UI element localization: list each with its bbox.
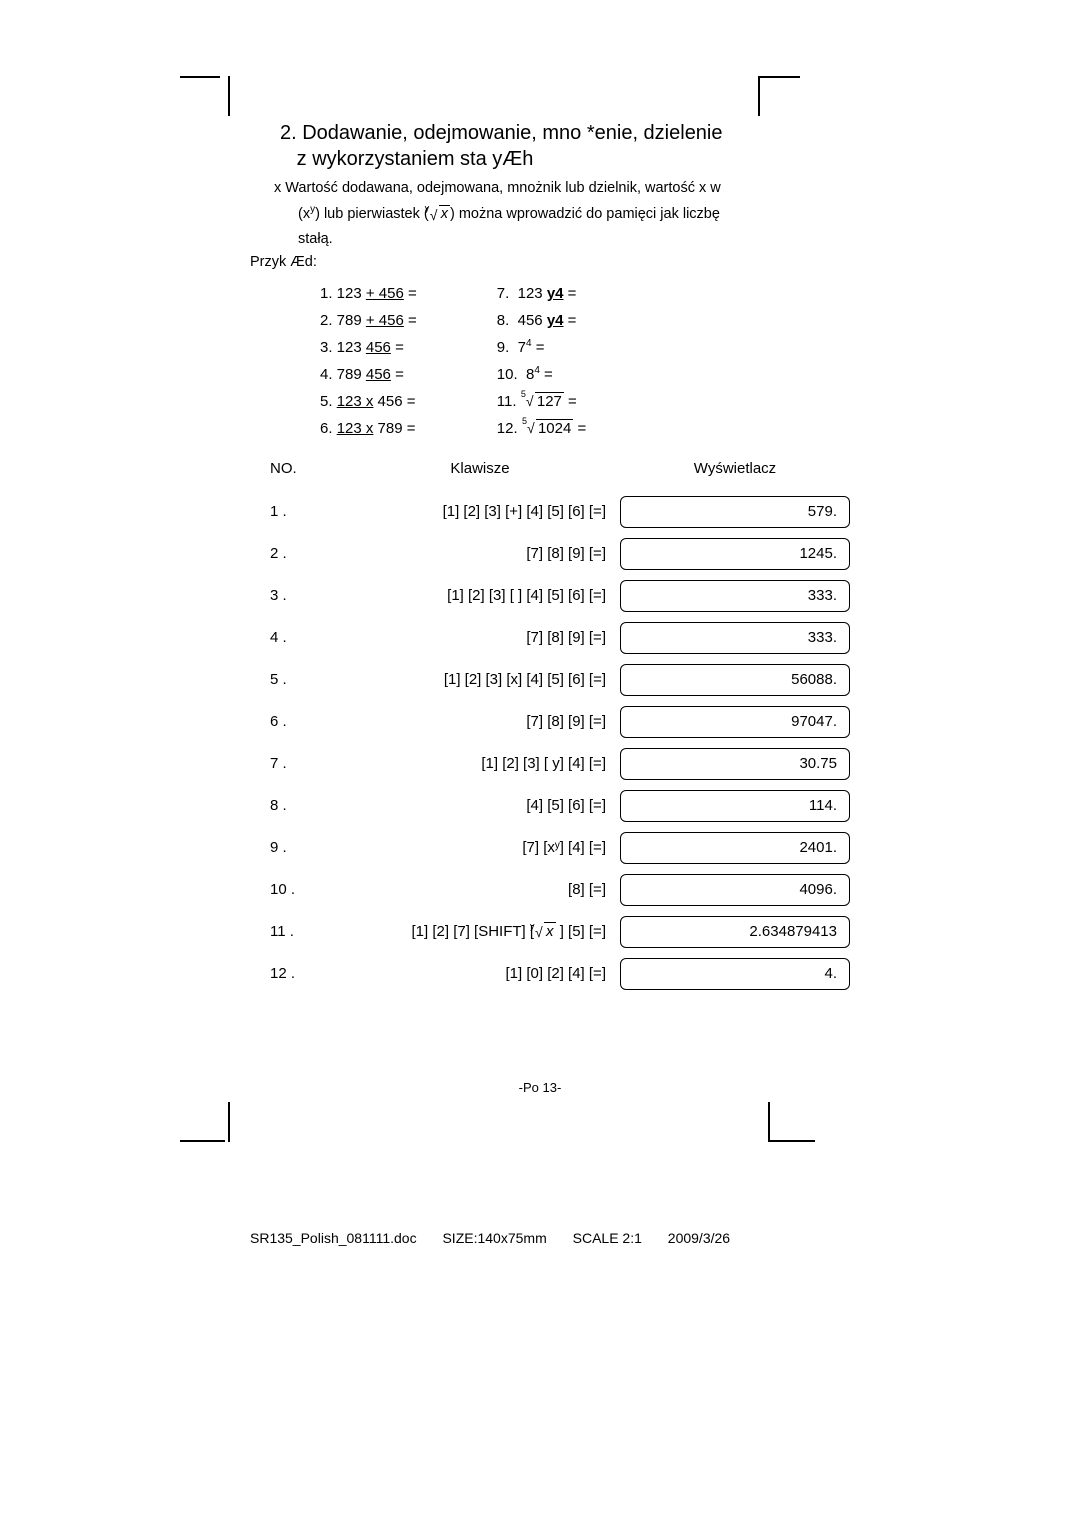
table-row: 2 .[7] [8] [9] [=]1245. — [270, 533, 850, 575]
row-no: 4 . — [270, 629, 340, 646]
table-row: 10 .[8] [=]4096. — [270, 869, 850, 911]
root-symbol: y√x — [429, 204, 450, 225]
text: ) można wprowadzić do pamięci jak liczbę — [450, 206, 720, 222]
example-row: 5. 123 x 456 = — [320, 388, 417, 415]
example-row: 8. 456 y4 = — [497, 307, 587, 334]
example-row: 9. 74 = — [497, 334, 587, 361]
table-row: 8 .[4] [5] [6] [=]114. — [270, 785, 850, 827]
row-display: 97047. — [620, 706, 850, 738]
row-display: 4. — [620, 958, 850, 990]
examples-block: 1. 123 + 456 =2. 789 + 456 =3. 123 456 =… — [270, 280, 850, 442]
row-keys: [1] [0] [2] [4] [=] — [340, 965, 620, 982]
table-row: 11 .[1] [2] [7] [SHIFT] [y√x ] [5] [=]2.… — [270, 911, 850, 953]
row-display: 2401. — [620, 832, 850, 864]
section-title: 2. Dodawanie, odejmowanie, mno *enie, dz… — [270, 120, 850, 172]
crop-mark — [180, 76, 220, 78]
table-row: 3 .[1] [2] [3] [ ] [4] [5] [6] [=]333. — [270, 575, 850, 617]
example-row: 7. 123 y4 = — [497, 280, 587, 307]
examples-right-col: 7. 123 y4 =8. 456 y4 =9. 74 =10. 84 =11.… — [497, 280, 587, 442]
footer-date: 2009/3/26 — [668, 1230, 730, 1246]
table-row: 4 .[7] [8] [9] [=]333. — [270, 617, 850, 659]
example-row: 10. 84 = — [497, 361, 587, 388]
crop-mark — [760, 76, 800, 78]
example-label: Przyk Æd: — [250, 254, 850, 270]
operations-table: NO. Klawisze Wyświetlacz 1 .[1] [2] [3] … — [270, 460, 850, 995]
crop-mark — [770, 1140, 815, 1142]
row-display: 1245. — [620, 538, 850, 570]
footer-file: SR135_Polish_081111.doc — [250, 1230, 417, 1246]
table-header: NO. Klawisze Wyświetlacz — [270, 460, 850, 477]
title-line1: 2. Dodawanie, odejmowanie, mno *enie, dz… — [280, 122, 723, 144]
example-row: 3. 123 456 = — [320, 334, 417, 361]
example-row: 1. 123 + 456 = — [320, 280, 417, 307]
row-display: 4096. — [620, 874, 850, 906]
table-row: 6 .[7] [8] [9] [=]97047. — [270, 701, 850, 743]
row-keys: [7] [8] [9] [=] — [340, 629, 620, 646]
row-keys: [1] [2] [7] [SHIFT] [y√x ] [5] [=] — [340, 923, 620, 940]
row-no: 6 . — [270, 713, 340, 730]
row-keys: [1] [2] [3] [ ] [4] [5] [6] [=] — [340, 587, 620, 604]
table-row: 12 .[1] [0] [2] [4] [=]4. — [270, 953, 850, 995]
row-no: 5 . — [270, 671, 340, 688]
footer-size: SIZE:140x75mm — [442, 1230, 546, 1246]
crop-mark — [228, 76, 230, 116]
col-display: Wyświetlacz — [620, 460, 850, 477]
row-display: 2.634879413 — [620, 916, 850, 948]
table-row: 5 .[1] [2] [3] [x] [4] [5] [6] [=]56088. — [270, 659, 850, 701]
example-row: 2. 789 + 456 = — [320, 307, 417, 334]
row-no: 3 . — [270, 587, 340, 604]
row-display: 333. — [620, 622, 850, 654]
row-keys: [7] [8] [9] [=] — [340, 545, 620, 562]
note-line3: stałą. — [270, 229, 850, 250]
note-line2: (xy) lub pierwiastek (y√x) można wprowad… — [270, 203, 850, 225]
row-no: 8 . — [270, 797, 340, 814]
text: (x — [298, 206, 310, 222]
table-row: 7 .[1] [2] [3] [ y] [4] [=]30.75 — [270, 743, 850, 785]
row-no: 10 . — [270, 881, 340, 898]
footer-scale: SCALE 2:1 — [573, 1230, 642, 1246]
table-body: 1 .[1] [2] [3] [+] [4] [5] [6] [=]579.2 … — [270, 491, 850, 995]
row-keys: [1] [2] [3] [ y] [4] [=] — [340, 755, 620, 772]
crop-mark — [758, 76, 760, 116]
examples-left-col: 1. 123 + 456 =2. 789 + 456 =3. 123 456 =… — [320, 280, 417, 442]
page-content: 2. Dodawanie, odejmowanie, mno *enie, dz… — [270, 120, 850, 995]
row-no: 11 . — [270, 923, 340, 940]
col-no: NO. — [270, 460, 340, 477]
col-keys: Klawisze — [340, 460, 620, 477]
page-number: -Po 13- — [0, 1080, 1080, 1095]
example-row: 4. 789 456 = — [320, 361, 417, 388]
row-display: 579. — [620, 496, 850, 528]
crop-mark — [768, 1102, 770, 1142]
example-row: 11. 5√127 = — [497, 388, 587, 415]
example-row: 12. 5√1024 = — [497, 415, 587, 442]
table-row: 1 .[1] [2] [3] [+] [4] [5] [6] [=]579. — [270, 491, 850, 533]
row-keys: [8] [=] — [340, 881, 620, 898]
row-keys: [7] [8] [9] [=] — [340, 713, 620, 730]
row-display: 56088. — [620, 664, 850, 696]
row-display: 333. — [620, 580, 850, 612]
crop-mark — [180, 1140, 225, 1142]
footer: SR135_Polish_081111.doc SIZE:140x75mm SC… — [250, 1230, 752, 1246]
row-keys: [1] [2] [3] [+] [4] [5] [6] [=] — [340, 503, 620, 520]
note-line1: x Wartość dodawana, odejmowana, mnożnik … — [270, 178, 850, 199]
row-no: 9 . — [270, 839, 340, 856]
row-keys: [7] [xʸ] [4] [=] — [340, 839, 620, 856]
row-display: 114. — [620, 790, 850, 822]
row-no: 7 . — [270, 755, 340, 772]
row-keys: [4] [5] [6] [=] — [340, 797, 620, 814]
row-keys: [1] [2] [3] [x] [4] [5] [6] [=] — [340, 671, 620, 688]
row-no: 12 . — [270, 965, 340, 982]
text: ) lub pierwiastek ( — [315, 206, 429, 222]
crop-mark — [228, 1102, 230, 1142]
row-display: 30.75 — [620, 748, 850, 780]
title-line2: z wykorzystaniem sta yÆh — [297, 148, 534, 170]
example-row: 6. 123 x 789 = — [320, 415, 417, 442]
row-no: 2 . — [270, 545, 340, 562]
row-no: 1 . — [270, 503, 340, 520]
table-row: 9 .[7] [xʸ] [4] [=]2401. — [270, 827, 850, 869]
